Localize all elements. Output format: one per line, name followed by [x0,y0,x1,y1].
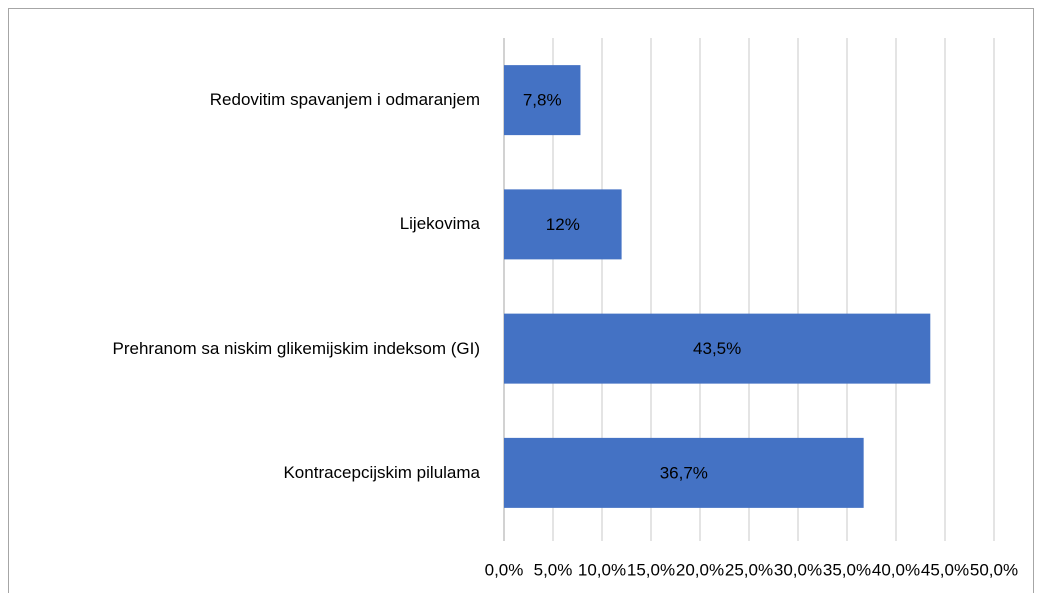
bar [504,313,931,384]
data-label: 12% [546,215,580,234]
x-tick-label: 35,0% [823,560,871,579]
data-label: 43,5% [693,339,741,358]
x-tick-label: 45,0% [921,560,969,579]
x-tick-label: 25,0% [725,560,773,579]
category-label-box: Prehranom sa niskim glikemijskim indekso… [10,309,480,389]
bar [504,189,622,260]
x-tick-label: 15,0% [627,560,675,579]
x-tick-label: 5,0% [534,560,573,579]
x-tick-label: 40,0% [872,560,920,579]
y-tick-label: Redovitim spavanjem i odmaranjem [209,90,480,110]
data-label: 7,8% [523,91,562,110]
bar [504,437,864,508]
y-tick-label: Kontracepcijskim pilulama [283,462,480,482]
y-tick-label: Prehranom sa niskim glikemijskim indekso… [112,338,480,358]
category-label-box: Kontracepcijskim pilulama [10,433,480,513]
x-tick-label: 50,0% [970,560,1018,579]
x-tick-label: 20,0% [676,560,724,579]
y-tick-label: Lijekovima [399,214,480,234]
bar [504,65,581,136]
x-tick-label: 0,0% [485,560,524,579]
chart-frame [8,8,1034,593]
category-label-box: Lijekovima [10,184,480,264]
x-tick-label: 30,0% [774,560,822,579]
data-label: 36,7% [660,463,708,482]
x-tick-label: 10,0% [578,560,626,579]
category-label-box: Redovitim spavanjem i odmaranjem [10,60,480,140]
